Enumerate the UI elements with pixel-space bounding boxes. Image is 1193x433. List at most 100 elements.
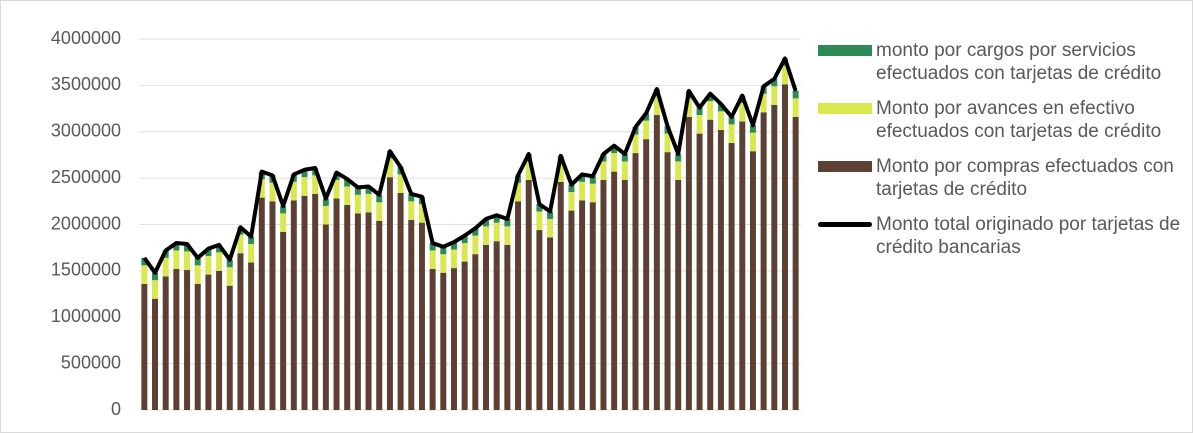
bar-segment <box>141 283 148 410</box>
bar-segment <box>483 218 490 227</box>
bar-segment <box>749 132 756 152</box>
bar-segment <box>194 283 201 410</box>
bar-segment <box>707 101 714 120</box>
bar-segment <box>568 184 575 193</box>
bar-segment <box>205 274 212 410</box>
bar-segment <box>440 246 447 255</box>
bar-segment <box>536 204 543 212</box>
bar-segment <box>461 261 468 410</box>
bar-segment <box>696 133 703 411</box>
bar-segment <box>493 222 500 242</box>
bar-segment <box>408 193 415 202</box>
bar-segment <box>344 186 351 206</box>
bar-segment <box>184 269 191 410</box>
bar-segment <box>792 116 799 410</box>
bar-segment <box>184 251 191 270</box>
bar-segment <box>397 174 404 193</box>
bar-segment <box>557 181 564 410</box>
bar-segment <box>611 171 618 410</box>
legend: monto por cargos por servicios efectuado… <box>816 39 1186 271</box>
bar-segment <box>312 193 319 410</box>
bar-segment <box>621 179 628 410</box>
bar-segment <box>579 181 586 201</box>
bar-segment <box>258 197 265 410</box>
bar-segment <box>493 241 500 410</box>
bar-segment <box>173 243 180 251</box>
bar-segment <box>344 179 351 187</box>
bar-segment <box>450 242 457 250</box>
bar-segment <box>675 161 682 180</box>
bar-segment <box>322 198 329 206</box>
bar-segment <box>162 257 169 277</box>
bar-segment <box>579 174 586 182</box>
bar-segment <box>504 244 511 410</box>
bar-segment <box>643 139 650 411</box>
bar-segment <box>664 152 671 410</box>
bar-segment <box>696 107 703 116</box>
bar-segment <box>376 202 383 221</box>
bar-segment <box>515 201 522 410</box>
bar-segment <box>589 202 596 410</box>
bar-segment <box>728 116 735 125</box>
y-tick-label: 4000000 <box>51 28 121 48</box>
bar-segment <box>376 194 383 203</box>
bar-segment <box>739 121 746 411</box>
bar-segment <box>504 218 511 227</box>
bar-segment <box>290 181 297 201</box>
bar-segment <box>568 192 575 211</box>
bar-segment <box>600 179 607 410</box>
bar-segment <box>760 93 767 113</box>
legend-item: Monto total originado por tarjetas de cr… <box>816 213 1186 259</box>
bar-segment <box>749 125 756 133</box>
bar-segment <box>461 235 468 244</box>
bar-segment <box>322 205 329 225</box>
y-tick-label: 1500000 <box>51 260 121 280</box>
bar-segment <box>216 270 223 410</box>
bar-segment <box>589 176 596 184</box>
bar-segment <box>675 154 682 162</box>
bar-segment <box>418 204 425 223</box>
bar-segment <box>354 213 361 410</box>
bar-segment <box>237 253 244 410</box>
bar-segment <box>728 124 735 143</box>
bar-segment <box>504 226 511 245</box>
bar-segment <box>226 267 233 286</box>
bar-segment <box>216 252 223 271</box>
bar-segment <box>632 153 639 410</box>
bar-segment <box>205 248 212 257</box>
bar-segment <box>248 262 255 410</box>
bar-segment <box>226 259 233 268</box>
bar-segment <box>483 226 490 245</box>
bar-segment <box>579 200 586 410</box>
legend-label: Monto por avances en efectivo efectuados… <box>876 98 1162 142</box>
bar-segment <box>269 201 276 410</box>
bar-segment <box>226 285 233 410</box>
bar-segment <box>194 265 201 284</box>
bar-segment <box>771 104 778 410</box>
bar-segment <box>547 218 554 238</box>
bar-segment <box>408 219 415 410</box>
bar-segment <box>333 179 340 199</box>
bar-segment <box>717 129 724 410</box>
bar-segment <box>173 269 180 410</box>
bar-segment <box>685 98 692 117</box>
bar-segment <box>493 215 500 223</box>
bar-segment <box>301 177 308 196</box>
bar-segment <box>365 212 372 410</box>
legend-swatch <box>818 103 872 114</box>
legend-swatch <box>818 222 872 227</box>
bar-segment <box>781 65 788 85</box>
bar-segment <box>141 265 148 284</box>
bar-segment <box>717 111 724 130</box>
bar-segment <box>653 115 660 411</box>
bar-segment <box>440 272 447 410</box>
bar-segment <box>429 269 436 410</box>
bar-segment <box>248 236 255 244</box>
legend-swatch <box>818 161 872 172</box>
bar-segment <box>696 115 703 134</box>
bar-segment <box>237 234 244 254</box>
bar-segment <box>792 90 799 99</box>
bar-segment <box>643 113 650 121</box>
bar-segment <box>269 182 276 202</box>
